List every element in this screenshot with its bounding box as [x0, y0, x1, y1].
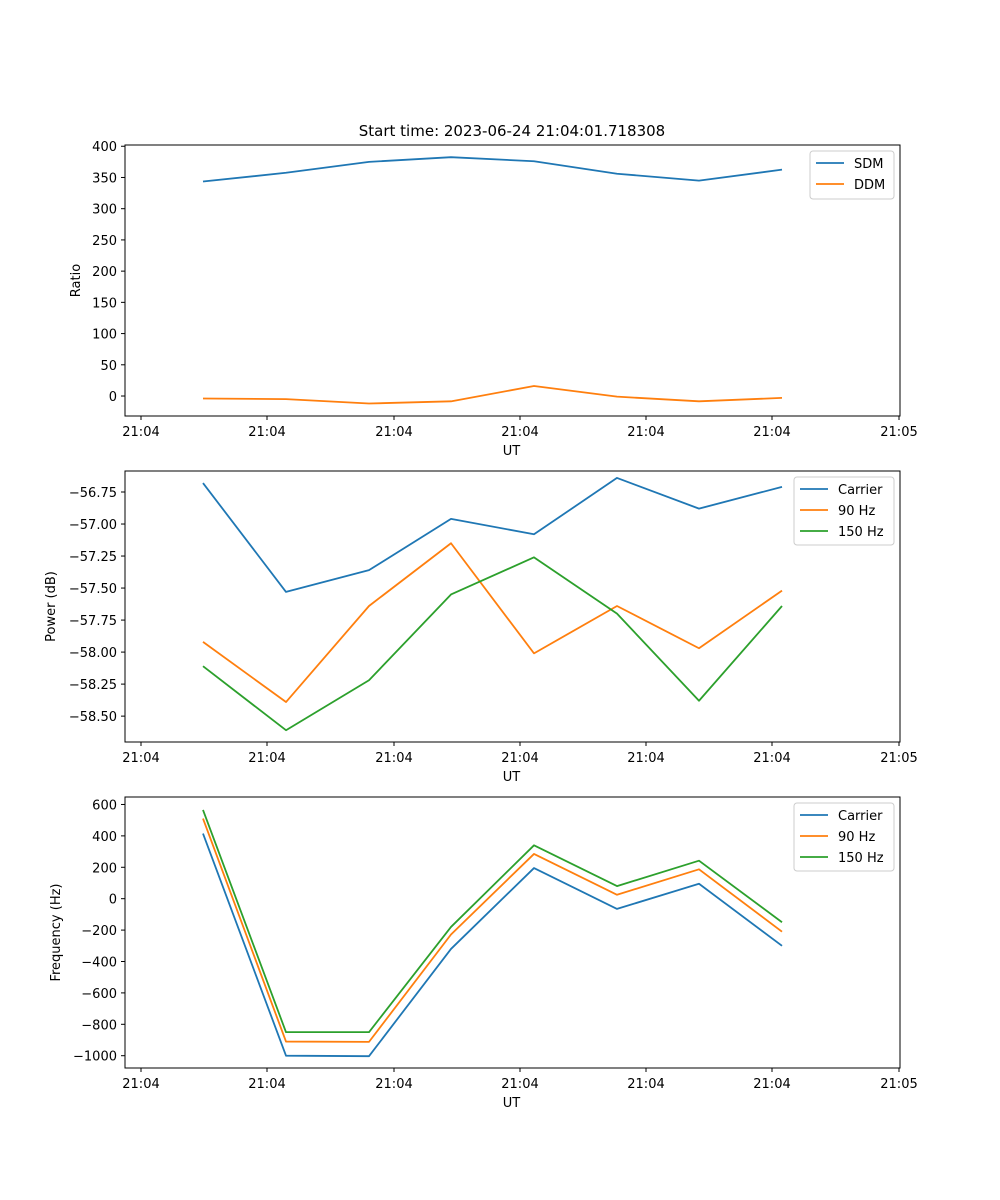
legend-label: SDM [854, 157, 883, 172]
x-tick-label: 21:04 [122, 1077, 159, 1092]
panel-power: 21:04 21:04 21:04 21:04 21:04 21:04 21:05 UT −58… [44, 470, 918, 785]
y-tick-label: 400 [92, 830, 117, 845]
y-axis-label: Ratio [69, 264, 84, 297]
y-tick-label: 250 [92, 234, 117, 249]
x-tick-label: 21:04 [753, 751, 790, 766]
x-tick-label: 21:04 [627, 751, 664, 766]
x-tick-label: 21:05 [880, 425, 917, 440]
y-tick-label: −600 [81, 987, 117, 1002]
series-line-90-hz [202, 818, 783, 1043]
x-tick-label: 21:04 [753, 1077, 790, 1092]
series-line-carrier [202, 477, 783, 593]
legend [793, 802, 895, 872]
x-tick-label: 21:04 [753, 425, 790, 440]
y-tick-label: −200 [81, 924, 117, 939]
x-tick-label: 21:04 [122, 751, 159, 766]
y-axis-label: Power (dB) [44, 571, 59, 642]
y-tick-label: 0 [109, 390, 117, 405]
y-tick-label: 200 [92, 861, 117, 876]
series-line-ddm [202, 385, 783, 405]
y-tick-label: 400 [92, 140, 117, 155]
x-tick-label: 21:04 [248, 425, 285, 440]
legend-label: DDM [854, 178, 885, 193]
x-tick-label: 21:04 [375, 1077, 412, 1092]
axes-frame [124, 144, 901, 417]
panel-ratio: 21:04 21:04 21:04 21:04 21:04 21:04 21:05 UT 0 50… [69, 140, 918, 459]
y-tick-label: 150 [92, 296, 117, 311]
x-tick-label: 21:04 [627, 1077, 664, 1092]
y-tick-label: −57.25 [69, 550, 117, 565]
y-tick-label: 100 [92, 328, 117, 343]
series-line-150-hz [202, 809, 783, 1034]
panel-frequency: 21:04 21:04 21:04 21:04 21:04 21:04 21:05 UT −10… [49, 796, 918, 1111]
y-tick-label: 350 [92, 171, 117, 186]
x-tick-label: 21:05 [880, 751, 917, 766]
x-tick-label: 21:04 [248, 1077, 285, 1092]
legend-label: 90 Hz [838, 830, 875, 845]
x-axis-label: UT [503, 770, 521, 785]
legend-label: 150 Hz [838, 851, 884, 866]
y-tick-label: 50 [100, 359, 117, 374]
series-line-sdm [202, 156, 783, 183]
series-line-90-hz [202, 542, 783, 703]
legend-label: 90 Hz [838, 504, 875, 519]
x-tick-label: 21:04 [501, 1077, 538, 1092]
y-tick-label: −58.25 [69, 678, 117, 693]
x-tick-label: 21:04 [375, 425, 412, 440]
x-tick-label: 21:04 [248, 751, 285, 766]
y-tick-label: −57.00 [69, 518, 117, 533]
legend-label: Carrier [838, 483, 883, 498]
x-tick-label: 21:04 [501, 751, 538, 766]
axes-frame [124, 470, 901, 743]
y-tick-label: −1000 [73, 1050, 117, 1065]
y-tick-label: −58.50 [69, 710, 117, 725]
y-tick-label: 300 [92, 203, 117, 218]
x-axis-label: UT [503, 444, 521, 459]
series-line-carrier [202, 833, 783, 1058]
y-tick-label: −400 [81, 955, 117, 970]
x-tick-label: 21:04 [627, 425, 664, 440]
y-tick-label: −58.00 [69, 646, 117, 661]
x-tick-label: 21:04 [122, 425, 159, 440]
y-tick-label: −57.50 [69, 582, 117, 597]
y-tick-label: −57.75 [69, 614, 117, 629]
y-tick-label: 0 [109, 893, 117, 908]
x-tick-label: 21:04 [375, 751, 412, 766]
y-tick-label: 200 [92, 265, 117, 280]
y-tick-label: −800 [81, 1018, 117, 1033]
x-tick-label: 21:05 [880, 1077, 917, 1092]
x-tick-label: 21:04 [501, 425, 538, 440]
legend [793, 476, 895, 546]
axes-frame [124, 796, 901, 1069]
legend-label: Carrier [838, 809, 883, 824]
x-axis-label: UT [503, 1096, 521, 1111]
series-line-150-hz [202, 556, 783, 732]
figure-title: Start time: 2023-06-24 21:04:01.718308 [359, 122, 665, 140]
legend-label: 150 Hz [838, 525, 884, 540]
y-axis-label: Frequency (Hz) [49, 883, 64, 981]
y-tick-label: −56.75 [69, 486, 117, 501]
y-tick-label: 600 [92, 798, 117, 813]
